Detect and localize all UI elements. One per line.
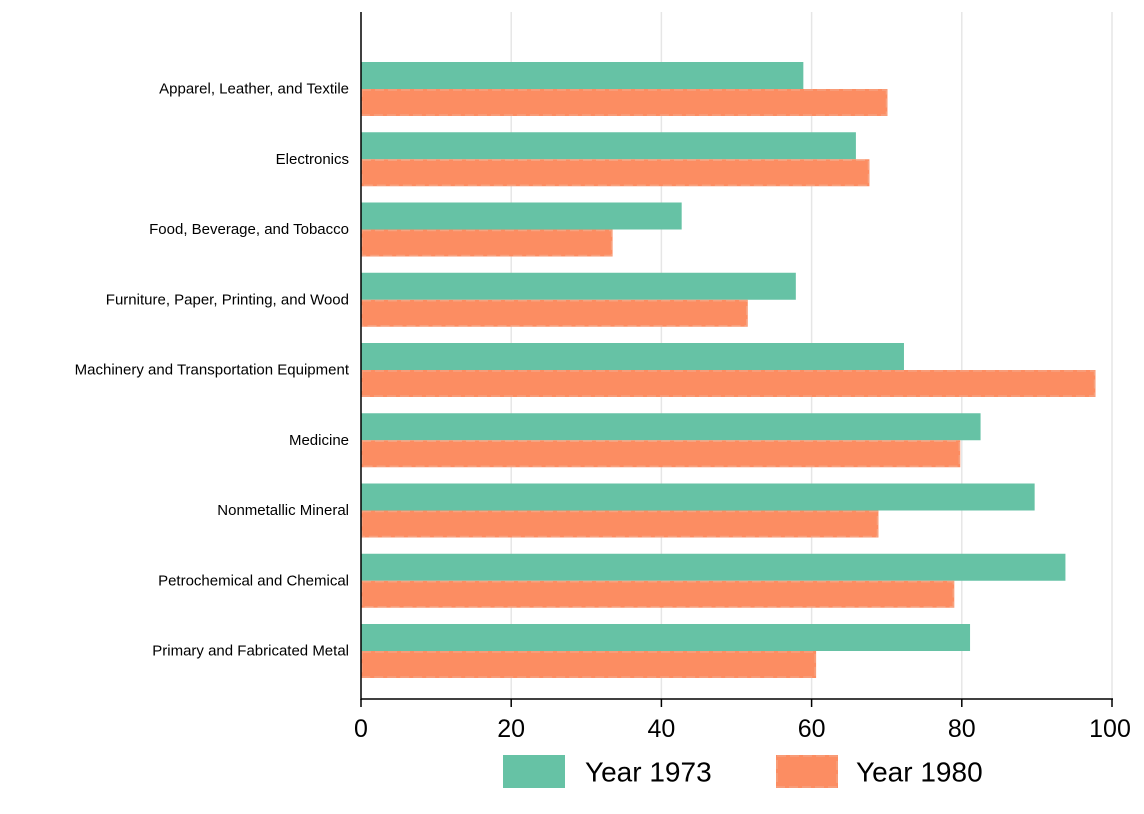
legend-swatch xyxy=(776,755,838,788)
legend-swatch-outline xyxy=(776,755,838,788)
bar-year-1973 xyxy=(361,553,1066,581)
bar-year-1980 xyxy=(361,440,961,468)
legend: Year 1973 Year 1980 xyxy=(503,755,983,788)
category-label: Food, Beverage, and Tobacco xyxy=(149,221,349,238)
x-tick-labels: 0 20 40 60 80 100 xyxy=(354,715,1131,743)
category-label: Machinery and Transportation Equipment xyxy=(75,362,350,379)
x-tick-label: 20 xyxy=(497,715,525,743)
bar-year-1980-outline xyxy=(361,229,613,257)
axes xyxy=(360,12,1113,707)
category-label: Petrochemical and Chemical xyxy=(158,572,349,589)
bar-year-1980-outline xyxy=(361,581,954,608)
bar-year-1980-outline xyxy=(361,300,748,327)
bar-year-1973 xyxy=(361,62,804,89)
bar-year-1973 xyxy=(361,132,856,160)
bar-year-1980 xyxy=(361,370,1096,397)
bar-year-1980 xyxy=(361,159,870,187)
bar-year-1973 xyxy=(361,624,971,651)
bar-year-1980 xyxy=(361,229,613,257)
bar-year-1980-outline xyxy=(361,89,888,116)
x-tick-label: 60 xyxy=(798,715,826,743)
bar-year-1973 xyxy=(361,413,981,441)
legend-item-year-1973: Year 1973 xyxy=(503,755,712,788)
category-label: Primary and Fabricated Metal xyxy=(152,643,349,660)
category-labels: Apparel, Leather, and Textile Electronics… xyxy=(75,81,350,660)
bar-year-1980-outline xyxy=(361,370,1096,397)
bar-year-1973 xyxy=(361,272,796,300)
bar-year-1980 xyxy=(361,89,888,116)
bar-year-1980-outline xyxy=(361,510,879,538)
x-tick-label: 100 xyxy=(1089,715,1131,743)
bar-year-1980 xyxy=(361,651,817,678)
category-label: Furniture, Paper, Printing, and Wood xyxy=(106,291,349,308)
bar-year-1973 xyxy=(361,202,682,230)
category-label: Medicine xyxy=(289,432,349,449)
x-tick-label: 0 xyxy=(354,715,368,743)
legend-label: Year 1980 xyxy=(856,757,983,788)
category-label: Electronics xyxy=(276,151,349,168)
legend-swatch xyxy=(503,755,565,788)
x-tick-label: 40 xyxy=(647,715,675,743)
bar-year-1980 xyxy=(361,510,879,538)
bar-year-1980 xyxy=(361,580,955,608)
legend-item-year-1980: Year 1980 xyxy=(776,755,983,788)
category-label: Apparel, Leather, and Textile xyxy=(159,81,349,98)
bars xyxy=(361,62,1096,678)
bar-year-1973 xyxy=(361,343,904,370)
bar-year-1980 xyxy=(361,299,748,327)
bar-year-1980-outline xyxy=(361,159,870,186)
legend-label: Year 1973 xyxy=(585,757,712,788)
category-label: Nonmetallic Mineral xyxy=(217,502,349,519)
x-tick-label: 80 xyxy=(948,715,976,743)
bar-year-1980-outline xyxy=(361,651,816,678)
bar-year-1973 xyxy=(361,483,1035,511)
